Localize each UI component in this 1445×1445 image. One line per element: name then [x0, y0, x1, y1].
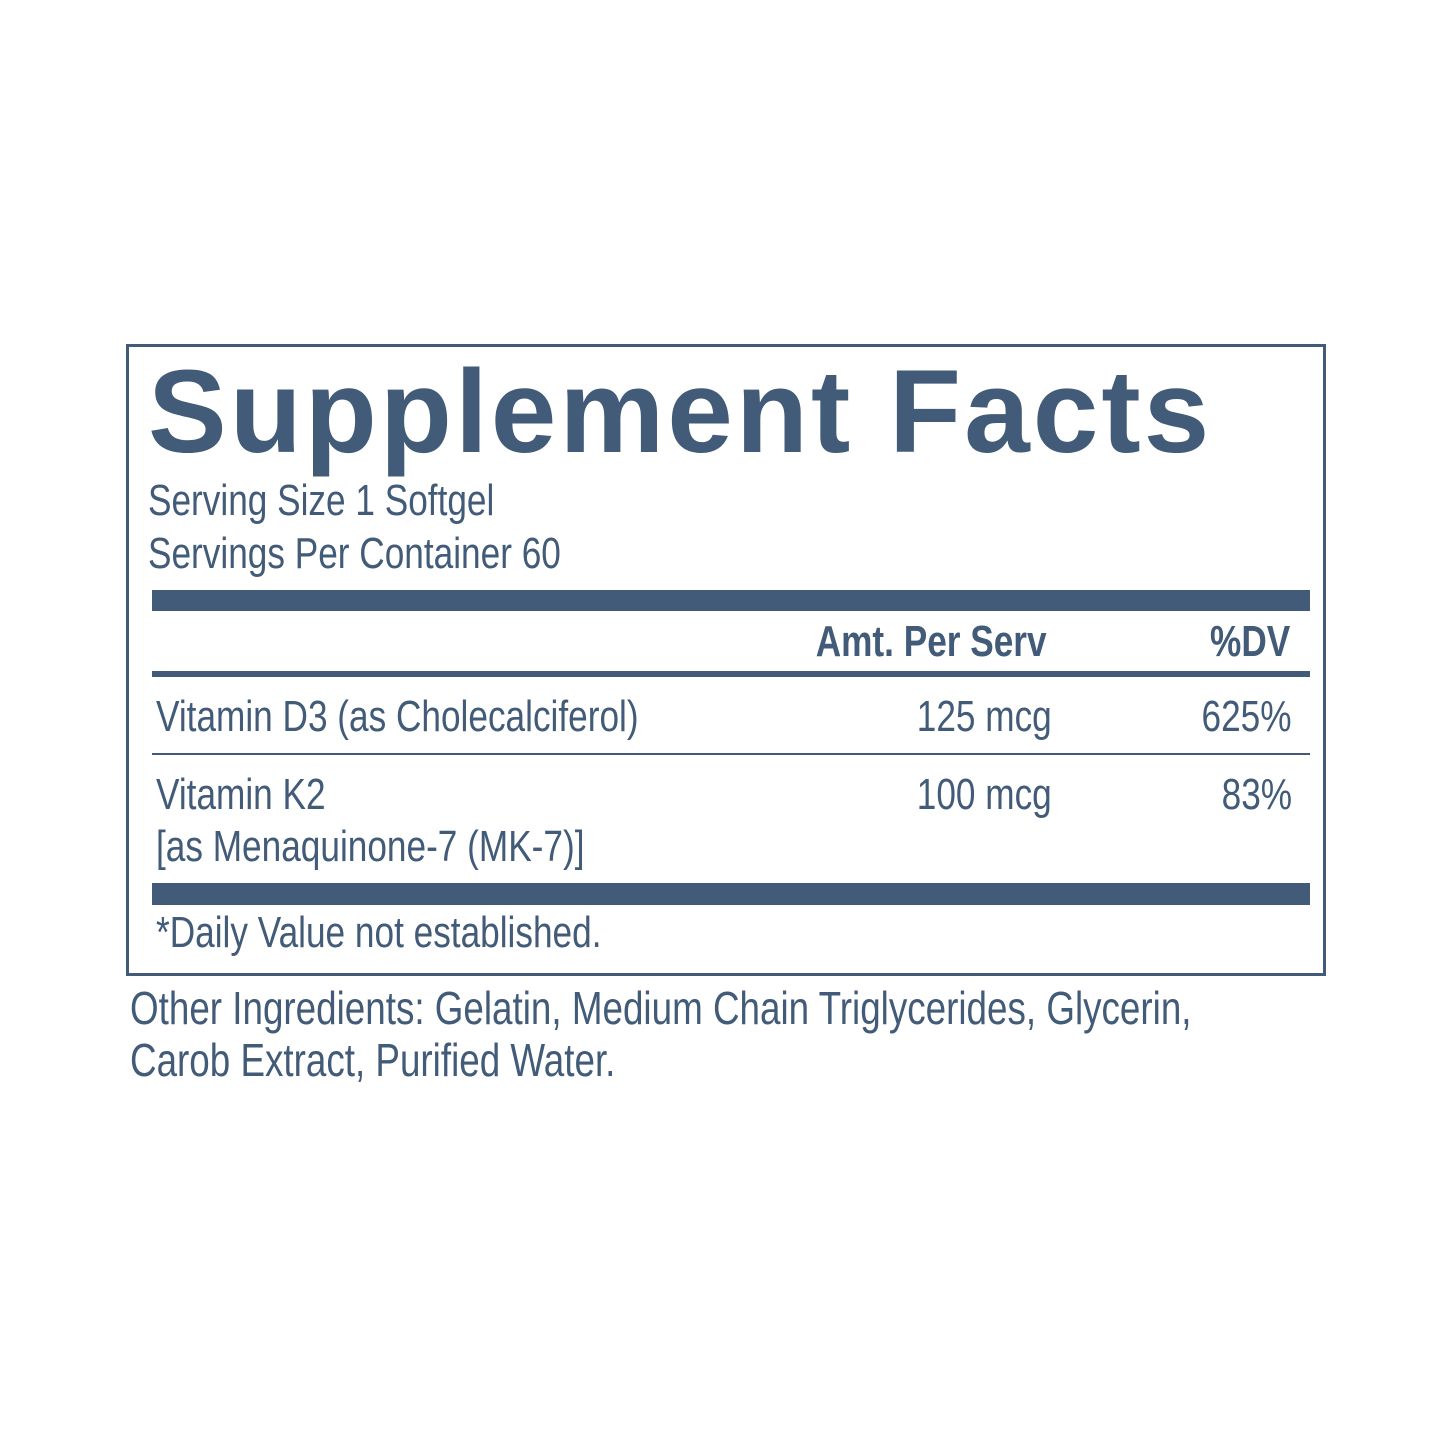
row-name: Vitamin K2 [156, 770, 368, 820]
vitamin-k2-amount: 100 mcg [916, 770, 1052, 819]
row-dv: 625% [1179, 692, 1292, 742]
vitamin-k2-form: [as Menaquinone-7 (MK-7)] [156, 822, 585, 871]
thick-divider-bottom [152, 883, 1310, 905]
column-header-dv: %DV [1190, 617, 1290, 667]
serving-size-text: Serving Size 1 Softgel [148, 476, 495, 525]
panel-title: Supplement Facts [148, 352, 1212, 472]
title-text: Supplement Facts [148, 346, 1213, 478]
row-divider [152, 753, 1310, 755]
serving-size: Serving Size 1 Softgel [148, 476, 581, 526]
header-divider [152, 671, 1310, 677]
supplement-facts-panel [126, 344, 1326, 976]
other-ingredients: Other Ingredients: Gelatin, Medium Chain… [130, 982, 1445, 1086]
row-name-line2: [as Menaquinone-7 (MK-7)] [156, 822, 692, 872]
dv-header-text: %DV [1209, 617, 1290, 666]
row-amount: 100 mcg [883, 770, 1052, 820]
vitamin-d3-amount: 125 mcg [916, 692, 1052, 741]
footnote: *Daily Value not established. [156, 908, 713, 958]
row-dv: 83% [1204, 770, 1292, 820]
vitamin-k2-name: Vitamin K2 [156, 770, 326, 819]
row-name: Vitamin D3 (as Cholecalciferol) [156, 692, 759, 742]
vitamin-d3-dv: 625% [1201, 692, 1292, 741]
other-ingredients-line-2: Carob Extract, Purified Water. [130, 1034, 616, 1086]
vitamin-d3-name: Vitamin D3 (as Cholecalciferol) [156, 692, 639, 741]
footnote-text: *Daily Value not established. [156, 908, 602, 957]
servings-per-container-text: Servings Per Container 60 [148, 529, 561, 578]
servings-per-container: Servings Per Container 60 [148, 529, 664, 579]
row-amount: 125 mcg [883, 692, 1052, 742]
column-header-amount: Amt. Per Serv [758, 617, 1047, 667]
amount-header-text: Amt. Per Serv [816, 617, 1047, 666]
other-ingredients-line-1: Other Ingredients: Gelatin, Medium Chain… [130, 982, 1192, 1034]
vitamin-k2-dv: 83% [1221, 770, 1292, 819]
thick-divider [152, 590, 1310, 611]
